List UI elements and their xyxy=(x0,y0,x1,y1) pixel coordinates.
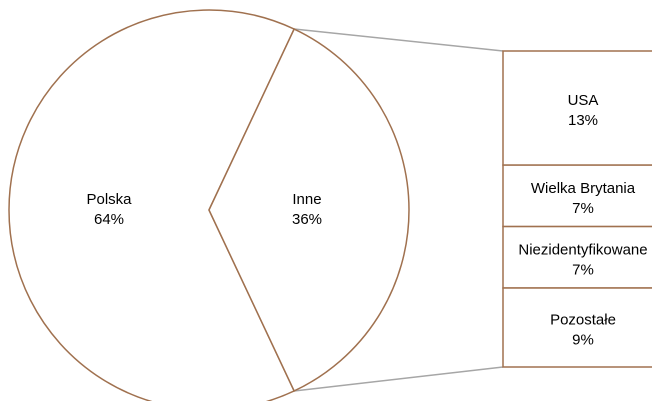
breakdown-bar: USA 13%Wielka Brytania 7%Niezidentyfikowan… xyxy=(502,50,652,368)
bar-label-pozostale: Pozostałe 9% xyxy=(550,312,616,349)
pie-slice-inne xyxy=(208,28,410,392)
pie-label-inne-value: 36% xyxy=(292,211,322,228)
pie-slice-polska xyxy=(8,9,296,401)
bar-label-wielka-brytania-value: 7% xyxy=(572,200,594,217)
connector-line-bottom xyxy=(294,366,504,392)
bar-label-wielka-brytania-name: Wielka Brytania xyxy=(531,180,636,197)
pie: Polska 64% Inne 36% xyxy=(8,9,410,401)
bar-label-niezidentyfikowane-value: 7% xyxy=(572,261,594,278)
bar-segment-niezidentyfikowane xyxy=(502,225,652,289)
bar-label-niezidentyfikowane: Niezidentyfikowane 7% xyxy=(518,241,647,278)
pie-label-polska-name: Polska xyxy=(86,191,132,208)
pie-label-inne-name: Inne xyxy=(292,191,321,208)
bar-label-usa-name: USA xyxy=(568,92,599,109)
bar-label-pozostale-name: Pozostałe xyxy=(550,312,616,329)
connector-line-top xyxy=(294,28,504,52)
bar-segment-pozostale xyxy=(502,287,652,368)
bar-label-usa-value: 13% xyxy=(568,112,598,129)
connector-lines xyxy=(294,28,504,392)
bar-label-pozostale-value: 9% xyxy=(572,332,594,349)
bar-label-niezidentyfikowane-name: Niezidentyfikowane xyxy=(518,241,647,258)
bar-label-usa: USA 13% xyxy=(568,92,599,129)
pie-label-polska: Polska 64% xyxy=(86,191,132,228)
bar-label-wielka-brytania: Wielka Brytania 7% xyxy=(531,180,636,217)
pie-label-polska-value: 64% xyxy=(94,211,124,228)
pie-label-inne: Inne 36% xyxy=(292,191,322,228)
